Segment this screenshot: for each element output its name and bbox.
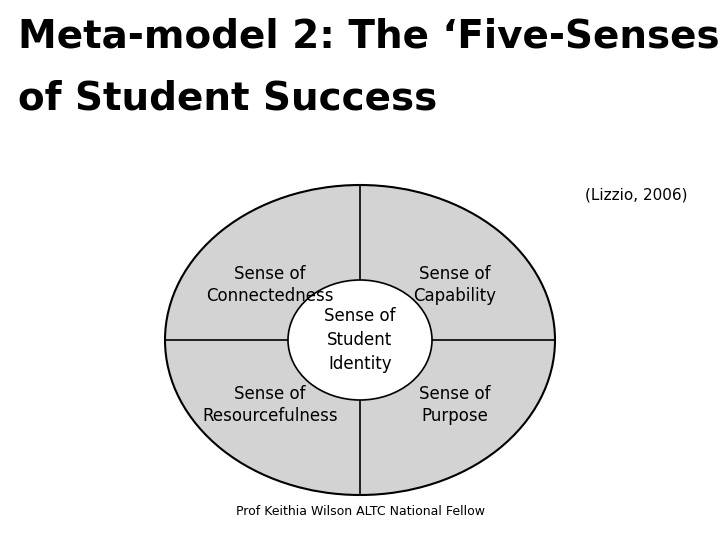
Text: Sense of
Purpose: Sense of Purpose [419,385,491,425]
Text: of Student Success: of Student Success [18,80,437,118]
Text: Sense of
Capability: Sense of Capability [413,265,497,305]
Text: Sense of
Resourcefulness: Sense of Resourcefulness [202,385,338,425]
Ellipse shape [288,280,432,400]
Text: Sense of
Student
Identity: Sense of Student Identity [324,307,396,373]
Text: Sense of
Connectedness: Sense of Connectedness [206,265,334,305]
Text: Prof Keithia Wilson ALTC National Fellow: Prof Keithia Wilson ALTC National Fellow [235,505,485,518]
Text: Meta-model 2: The ‘Five-Senses’: Meta-model 2: The ‘Five-Senses’ [18,18,720,56]
Text: (Lizzio, 2006): (Lizzio, 2006) [585,187,688,202]
Ellipse shape [165,185,555,495]
